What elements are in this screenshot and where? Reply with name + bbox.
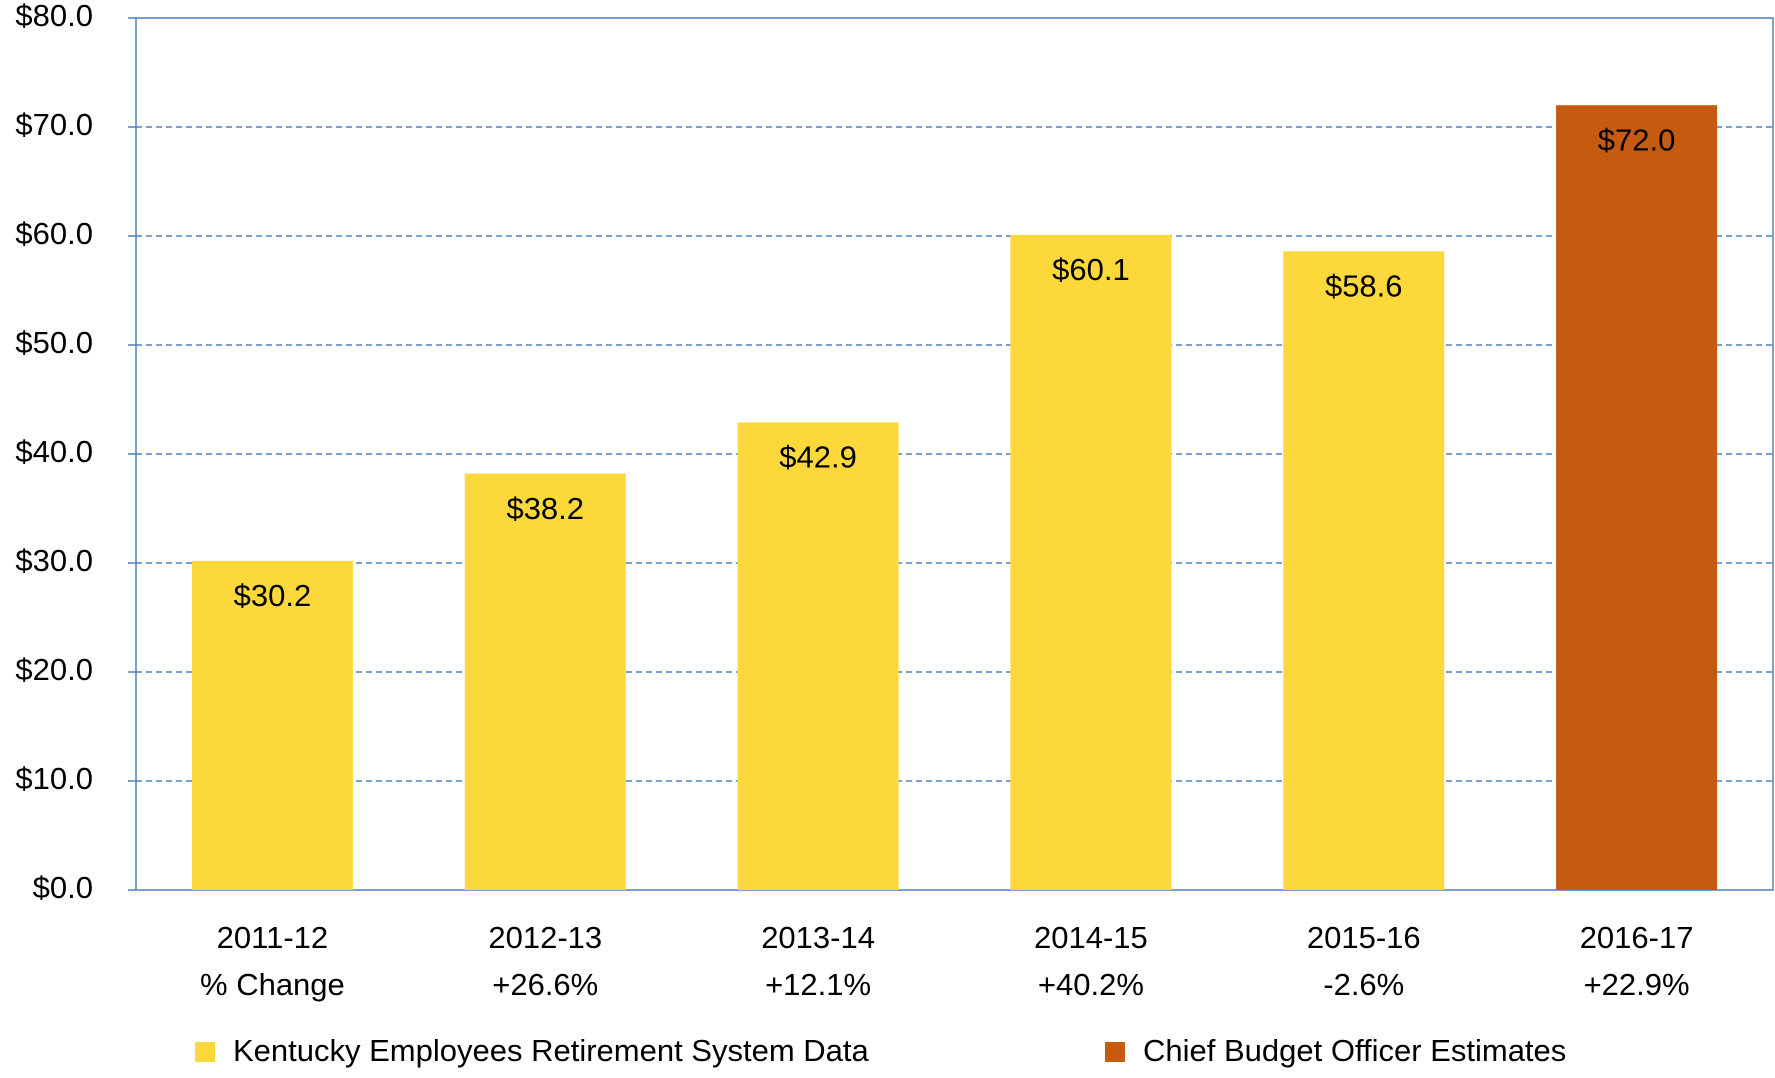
value-label: $42.9 xyxy=(779,440,857,475)
y-tick-label: $10.0 xyxy=(15,761,93,796)
x-tick-note: +22.9% xyxy=(1584,967,1690,1002)
legend-label: Chief Budget Officer Estimates xyxy=(1143,1033,1566,1068)
y-tick-label: $50.0 xyxy=(15,325,93,360)
x-tick-note: +12.1% xyxy=(765,967,871,1002)
x-tick-label: 2011-12 xyxy=(217,920,328,955)
x-tick-label: 2012-13 xyxy=(488,920,602,955)
bar xyxy=(1010,234,1172,890)
legend-label: Kentucky Employees Retirement System Dat… xyxy=(233,1033,870,1068)
x-tick-note: +40.2% xyxy=(1038,967,1144,1002)
y-tick-label: $70.0 xyxy=(15,107,93,142)
x-tick-note: % Change xyxy=(200,967,345,1002)
legend-swatch xyxy=(195,1042,215,1062)
value-label: $30.2 xyxy=(234,578,312,613)
y-tick-label: $40.0 xyxy=(15,434,93,469)
x-tick-label: 2014-15 xyxy=(1034,920,1148,955)
y-tick-label: $60.0 xyxy=(15,216,93,251)
x-tick-label: 2013-14 xyxy=(761,920,875,955)
y-tick-label: $0.0 xyxy=(33,870,93,905)
bar xyxy=(464,473,626,890)
value-label: $58.6 xyxy=(1325,268,1403,303)
bar xyxy=(1556,105,1718,890)
y-tick-label: $30.0 xyxy=(15,543,93,578)
x-tick-note: +26.6% xyxy=(492,967,598,1002)
value-label: $72.0 xyxy=(1598,122,1676,157)
bar xyxy=(191,560,353,890)
value-label: $60.1 xyxy=(1052,252,1130,287)
y-tick-label: $20.0 xyxy=(15,652,93,687)
legend-swatch xyxy=(1105,1042,1125,1062)
plot-border xyxy=(135,17,1774,891)
x-tick-label: 2015-16 xyxy=(1307,920,1421,955)
bar xyxy=(1283,251,1445,890)
x-tick-note: -2.6% xyxy=(1323,967,1404,1002)
y-tick-label: $80.0 xyxy=(15,0,93,33)
bar xyxy=(737,422,899,890)
value-label: $38.2 xyxy=(506,491,584,526)
x-tick-label: 2016-17 xyxy=(1580,920,1694,955)
